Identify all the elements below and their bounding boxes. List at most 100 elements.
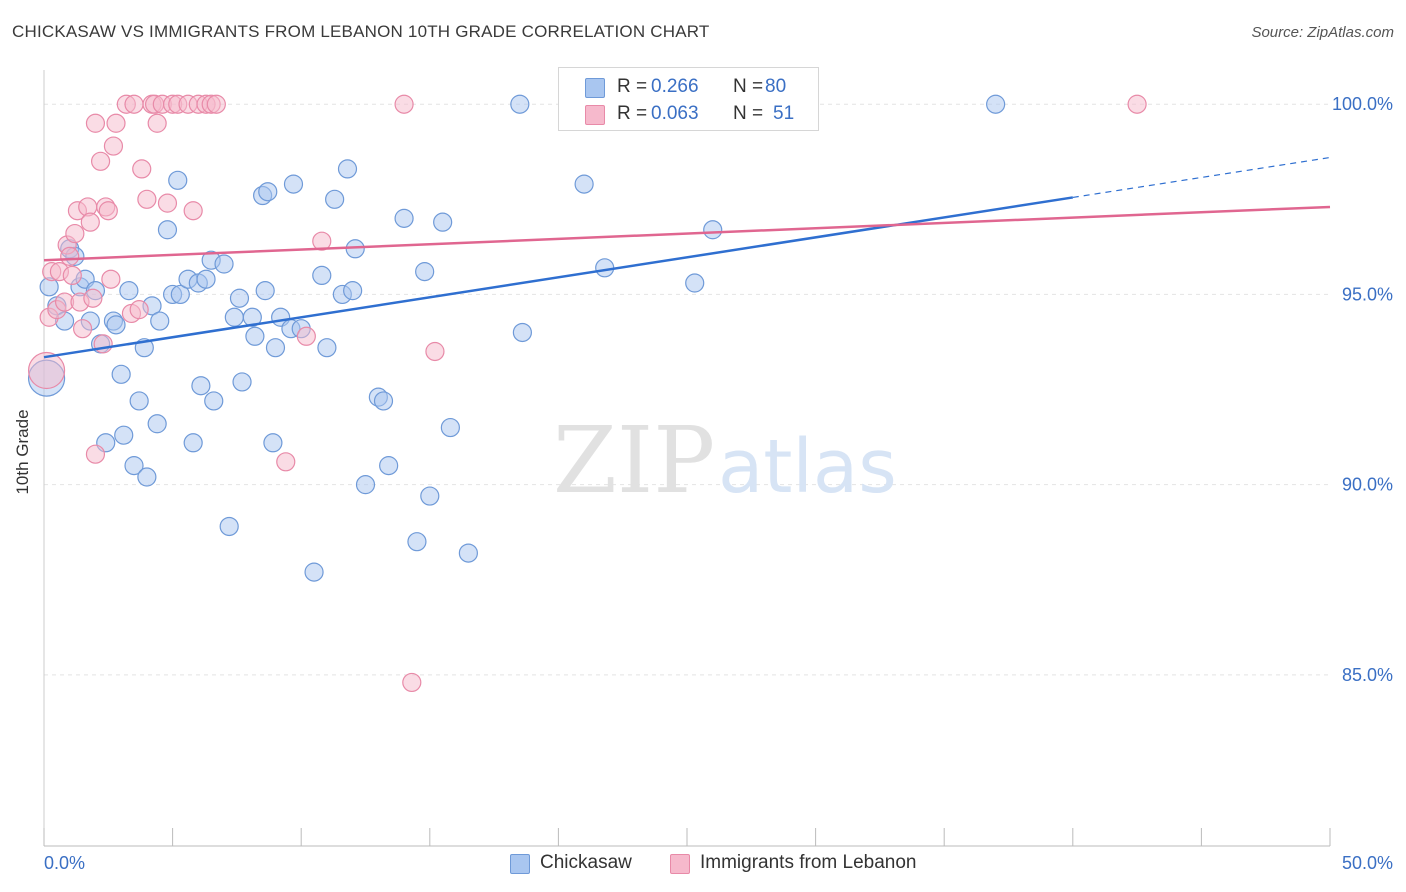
lebanon-point [296,326,316,346]
chickasaw-point [420,486,440,506]
chickasaw-point [312,265,332,286]
lebanon-point [90,151,111,171]
chickasaw-point [157,220,178,240]
legend-r-label: R = [617,103,648,124]
correlation-legend: R = 0.266 N = 80 R = 0.063 N = 51 [558,67,819,131]
chickasaw-point [114,425,134,445]
lebanon-point [157,193,178,213]
chickasaw-point [196,269,216,289]
lebanon-point [394,94,414,114]
lebanon-point [65,223,85,244]
lebanon-point [206,94,226,114]
chickasaw-point [214,254,234,274]
chickasaw-point [685,273,705,293]
chickasaw-point [111,364,131,384]
chickasaw-point [433,212,453,232]
lebanon-point [83,288,103,308]
legend-swatch-lebanon [670,854,690,874]
lebanon-point [276,452,296,472]
chickasaw-point [124,456,144,476]
lebanon-point [402,672,422,693]
chickasaw-point [242,307,262,327]
chickasaw-point [373,391,394,411]
series-chickasaw-points [27,94,1006,582]
legend-n-label: N = [733,103,764,124]
legend-r-value: 0.266 [651,76,699,97]
lebanon-point [129,300,149,320]
lebanon-trend-line [43,205,1331,262]
legend-n-value: 80 [765,76,787,97]
chickasaw-point [394,208,414,228]
watermark: ZIP atlas [553,407,897,514]
y-tick-label: 90.0% [1342,475,1393,495]
series-lebanon-points [27,94,1147,693]
chickasaw-point [343,281,363,301]
legend-n-label: N = [733,76,764,97]
lebanon-point [60,246,80,266]
chickasaw-point [137,467,157,487]
chickasaw-point [183,433,203,453]
chickasaw-point [245,326,265,346]
tick-labels: 85.0% 90.0% 95.0% 100.0% 0.0% 50.0% [44,94,1393,873]
chickasaw-point [407,532,427,552]
chickasaw-point [147,414,167,434]
chickasaw-point [168,170,188,190]
chickasaw-point [255,281,275,301]
lebanon-point [183,201,203,221]
chickasaw-point [232,372,252,392]
lebanon-point [62,265,82,286]
chickasaw-point [510,94,530,114]
chickasaw-point [265,338,286,358]
chickasaw-point [986,94,1006,114]
chickasaw-point [224,307,244,327]
chickasaw-point [283,174,304,194]
chickasaw-point [317,338,337,358]
chickasaw-trend-extension [1072,156,1331,199]
chickasaw-point [204,391,224,411]
y-tick-label: 100.0% [1332,94,1393,114]
chickasaw-point [191,376,211,396]
axes [43,70,1331,847]
lebanon-point [72,319,93,339]
lebanon-point [106,113,126,133]
x-tick-label-max: 50.0% [1342,853,1393,873]
chickasaw-point [337,159,358,179]
lebanon-point [132,159,152,179]
legend-r-label: R = [617,76,648,97]
chickasaw-point [415,262,435,282]
lebanon-point [1127,94,1147,114]
lebanon-point [124,94,144,114]
watermark-atlas: atlas [718,424,897,510]
lebanon-point [85,444,106,464]
lebanon-point [85,113,106,133]
chickasaw-point [258,182,278,202]
lebanon-point [98,201,118,221]
chickasaw-point [129,391,149,411]
lebanon-point [312,231,332,251]
chickasaw-point [379,456,399,476]
chickasaw-point [595,258,615,278]
chickasaw-point [574,174,594,194]
chickasaw-point [355,475,376,495]
legend-r-value: 0.063 [651,103,699,124]
lebanon-point [80,212,100,232]
watermark-zip: ZIP [553,407,715,514]
chickasaw-point [263,433,283,453]
chart-title: CHICKASAW VS IMMIGRANTS FROM LEBANON 10T… [12,22,710,41]
y-tick-label: 85.0% [1342,665,1393,685]
chickasaw-point [170,284,190,305]
chickasaw-point [512,322,532,343]
legend-n-value: 51 [773,103,795,124]
legend-swatch-chickasaw [510,854,530,874]
legend-swatch-chickasaw [585,78,605,98]
chickasaw-point [229,288,250,308]
lebanon-point [101,269,121,289]
chickasaw-point [304,562,324,582]
lebanon-point [147,113,167,133]
chickasaw-point [458,543,478,563]
legend-label-chickasaw: Chickasaw [540,852,632,873]
trend-lines [43,156,1331,359]
source-credit: Source: ZipAtlas.com [1251,24,1394,41]
y-axis-label-wrap: 10th Grade [8,380,38,530]
